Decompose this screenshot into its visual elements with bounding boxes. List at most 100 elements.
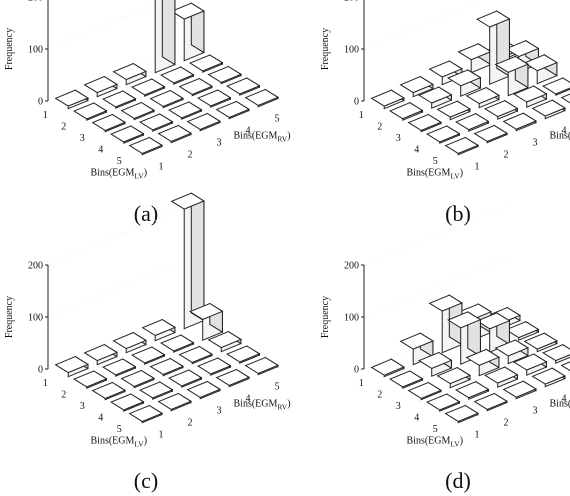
bar-top-face bbox=[91, 113, 126, 131]
bar-top-face bbox=[160, 334, 195, 352]
x-tick-label: 4 bbox=[98, 144, 103, 155]
bar bbox=[505, 320, 540, 341]
bar bbox=[513, 85, 548, 108]
x-tick-label: 4 bbox=[414, 412, 419, 423]
bar-top-face bbox=[473, 124, 508, 142]
bar-side-face bbox=[161, 0, 176, 66]
y-tick-label: 1 bbox=[475, 430, 480, 441]
bar-top-face bbox=[502, 112, 537, 130]
bar bbox=[407, 381, 442, 401]
bar-top-face bbox=[531, 99, 566, 117]
bar bbox=[494, 339, 529, 365]
y-tick-label: 5 bbox=[275, 382, 280, 393]
bar-top-face bbox=[370, 358, 405, 376]
bar bbox=[465, 348, 500, 377]
bar-top-face bbox=[197, 357, 232, 375]
x-axis-label: Bins(EGMLV) bbox=[407, 168, 464, 181]
bar bbox=[207, 65, 242, 85]
bar bbox=[494, 55, 529, 97]
bar-top-face bbox=[141, 319, 176, 337]
bar-top-face bbox=[128, 404, 163, 422]
y-tick-label: 4 bbox=[562, 126, 567, 137]
z-tick-label: 0 bbox=[354, 97, 359, 108]
y-tick-label: 4 bbox=[562, 394, 567, 405]
bar-top-face bbox=[168, 101, 203, 119]
panel-label: (a) bbox=[134, 201, 158, 226]
bar bbox=[523, 53, 558, 85]
bar bbox=[128, 404, 163, 424]
bar bbox=[102, 358, 137, 377]
bar bbox=[186, 380, 221, 400]
bar-top-face bbox=[444, 136, 479, 154]
bar bbox=[531, 99, 566, 120]
x-tick-label: 5 bbox=[117, 156, 122, 167]
bar bbox=[178, 345, 213, 365]
y-tick-label: 1 bbox=[159, 430, 164, 441]
gridline bbox=[47, 204, 194, 266]
x-tick-label: 3 bbox=[80, 401, 85, 412]
bar-top-face bbox=[476, 10, 511, 28]
y-axis-label: Bins(EGMRV) bbox=[234, 131, 291, 144]
bar bbox=[215, 100, 250, 120]
bar-top-face bbox=[399, 332, 434, 350]
bar-top-face bbox=[447, 311, 482, 329]
bar-top-face bbox=[399, 76, 434, 94]
z-axis-label: Frequency bbox=[320, 28, 331, 70]
chart-panel-4: 0100200Frequency1234512345Bins(EGMLV)Bin… bbox=[320, 204, 570, 493]
bar bbox=[102, 90, 137, 109]
bar bbox=[502, 112, 537, 132]
bar-top-face bbox=[186, 380, 221, 398]
bar bbox=[141, 318, 176, 342]
bar bbox=[215, 368, 250, 388]
bar bbox=[426, 393, 461, 412]
bar bbox=[91, 381, 126, 401]
bar bbox=[54, 355, 89, 378]
bar-top-face bbox=[244, 356, 279, 374]
bar bbox=[370, 89, 405, 110]
bar-top-face bbox=[502, 380, 537, 398]
bar bbox=[168, 101, 203, 120]
bar-top-face bbox=[407, 381, 442, 399]
bar bbox=[399, 332, 434, 366]
x-axis-label: Bins(EGMLV) bbox=[91, 436, 148, 449]
bar bbox=[560, 93, 570, 104]
bar bbox=[168, 369, 203, 388]
bar-top-face bbox=[444, 404, 479, 422]
x-tick-label: 2 bbox=[377, 121, 382, 132]
bar bbox=[428, 294, 463, 354]
z-axis-label: Frequency bbox=[320, 296, 331, 338]
x-tick-label: 2 bbox=[377, 389, 382, 400]
bar bbox=[244, 88, 279, 108]
x-tick-label: 5 bbox=[117, 424, 122, 435]
bar bbox=[447, 69, 482, 97]
bar-top-face bbox=[426, 125, 461, 143]
y-axis-label: Bins(EGMRV) bbox=[234, 399, 291, 412]
x-tick-label: 3 bbox=[396, 133, 401, 144]
x-axis-label-sub: LV bbox=[450, 440, 460, 449]
panel-label: (d) bbox=[445, 468, 471, 493]
y-tick-label: 3 bbox=[217, 138, 222, 149]
bar-top-face bbox=[112, 332, 147, 350]
bar-top-face bbox=[447, 69, 482, 87]
bar-top-face bbox=[168, 369, 203, 387]
bar-top-face bbox=[418, 86, 453, 104]
bar-top-face bbox=[494, 55, 529, 73]
bar bbox=[389, 370, 424, 389]
bar-top-face bbox=[139, 381, 174, 399]
bar-top-face bbox=[244, 88, 279, 106]
bar bbox=[157, 124, 192, 144]
x-tick-label: 4 bbox=[98, 412, 103, 423]
bar-top-face bbox=[505, 321, 540, 339]
bar bbox=[110, 125, 145, 144]
bar-top-face bbox=[170, 192, 205, 210]
bar bbox=[473, 392, 508, 412]
bar bbox=[444, 404, 479, 424]
bar-front-face bbox=[555, 354, 570, 364]
z-axis-label: Frequency bbox=[4, 28, 15, 70]
y-tick-label: 1 bbox=[159, 162, 164, 173]
bar bbox=[91, 113, 126, 133]
panel-label: (b) bbox=[445, 201, 471, 226]
y-tick-label: 2 bbox=[504, 150, 509, 161]
bar-top-face bbox=[189, 54, 224, 72]
